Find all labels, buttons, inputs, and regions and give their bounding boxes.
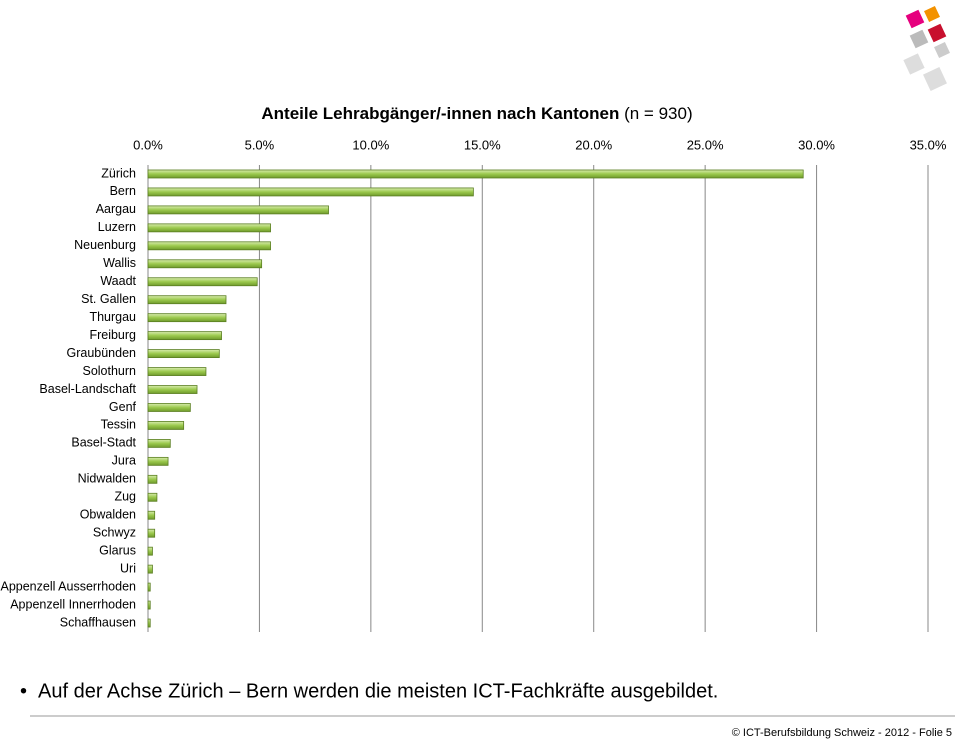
x-tick-label: 20.0% [575,137,612,152]
chart-title: Anteile Lehrabgänger/-innen nach Kantone… [261,104,692,123]
y-tick-label: Nidwalden [78,472,136,486]
y-tick-label: Uri [120,561,136,575]
bar [147,313,227,323]
bar [147,205,329,215]
bar [147,367,207,376]
y-tick-label: Tessin [101,418,136,432]
x-tick-label: 5.0% [245,137,275,152]
y-tick-label: Appenzell Innerrhoden [10,597,136,611]
bar [147,385,198,394]
bar [147,456,169,466]
title: Anteile Lehrabgänger/-innen nach Kantone… [261,104,619,123]
y-tick-label: Thurgau [89,310,136,324]
y-tick-label: Basel-Landschaft [39,382,136,396]
bullet-text: Auf der Achse Zürich – Bern werden die m… [38,680,718,702]
bar [147,492,158,502]
y-tick-label: Appenzell Ausserrhoden [0,579,136,593]
y-tick-label: St. Gallen [81,292,136,306]
y-tick-label: Zürich [101,166,136,180]
bar [147,618,151,628]
y-tick-label: Basel-Stadt [71,436,136,450]
bar [147,546,153,556]
bar [147,349,220,358]
x-tick-label: 10.0% [352,137,389,152]
bar [147,564,153,574]
y-tick-label: Graubünden [66,346,136,360]
y-tick-label: Schwyz [93,526,136,540]
y-tick-label: Solothurn [82,364,136,378]
y-tick-label: Obwalden [80,508,136,522]
bullet-dot: • [20,680,27,702]
y-tick-label: Aargau [96,202,136,216]
y-tick-label: Waadt [100,274,136,288]
bar [147,474,158,484]
x-tick-label: 25.0% [687,137,724,152]
x-tick-label: 0.0% [133,137,163,152]
y-tick-label: Jura [112,454,136,468]
bar [147,331,222,341]
subtitle: (n = 930) [624,104,693,123]
bar [147,439,171,448]
y-tick-label: Genf [109,400,137,414]
y-tick-label: Glarus [99,543,136,557]
bar [147,241,271,251]
bar [147,277,258,287]
y-tick-label: Bern [110,184,136,198]
x-tick-label: 15.0% [464,137,501,152]
bar [147,295,227,305]
bar [147,403,191,412]
y-tick-label: Wallis [103,256,136,270]
bar [147,600,151,610]
bar [147,528,156,538]
logo [903,6,950,91]
bar [147,582,151,592]
y-tick-label: Schaffhausen [60,615,136,629]
bar [147,421,185,430]
y-tick-label: Zug [114,490,136,504]
footer: © ICT-Berufsbildung Schweiz - 2012 - Fol… [732,727,952,739]
y-tick-label: Neuenburg [74,238,136,252]
x-tick-label: 30.0% [798,137,835,152]
bar [147,223,271,233]
y-tick-label: Freiburg [89,328,136,342]
bar [147,510,156,520]
x-tick-label: 35.0% [910,137,947,152]
bar [147,187,474,197]
bar [147,259,263,269]
bar [147,169,804,179]
y-tick-label: Luzern [98,220,136,234]
